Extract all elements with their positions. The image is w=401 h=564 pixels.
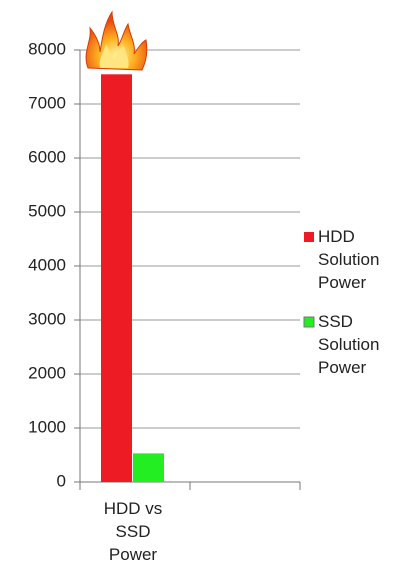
x-tick-label: HDD vs SSD Power bbox=[93, 497, 173, 564]
chart: 0 1000 2000 3000 4000 5000 6000 7000 8000 HDD vs… bbox=[0, 0, 401, 564]
legend-swatch bbox=[304, 232, 314, 242]
fire-icon bbox=[86, 12, 147, 70]
y-tick-label: 3000 bbox=[28, 309, 66, 328]
y-tick-label: 1000 bbox=[28, 417, 66, 436]
y-tick-label: 2000 bbox=[28, 363, 66, 382]
legend-swatch bbox=[304, 317, 314, 327]
y-tick-label: 6000 bbox=[28, 147, 66, 166]
legend-label: SSD Solution Power bbox=[318, 310, 378, 379]
y-tick-label: 5000 bbox=[28, 201, 66, 220]
y-tick-label: 8000 bbox=[28, 39, 66, 58]
legend-label: HDD Solution Power bbox=[318, 225, 378, 294]
bar bbox=[133, 453, 164, 482]
bar bbox=[101, 74, 132, 482]
y-tick-label: 7000 bbox=[28, 93, 66, 112]
y-tick-label: 0 bbox=[57, 471, 66, 490]
y-tick-label: 4000 bbox=[28, 255, 66, 274]
